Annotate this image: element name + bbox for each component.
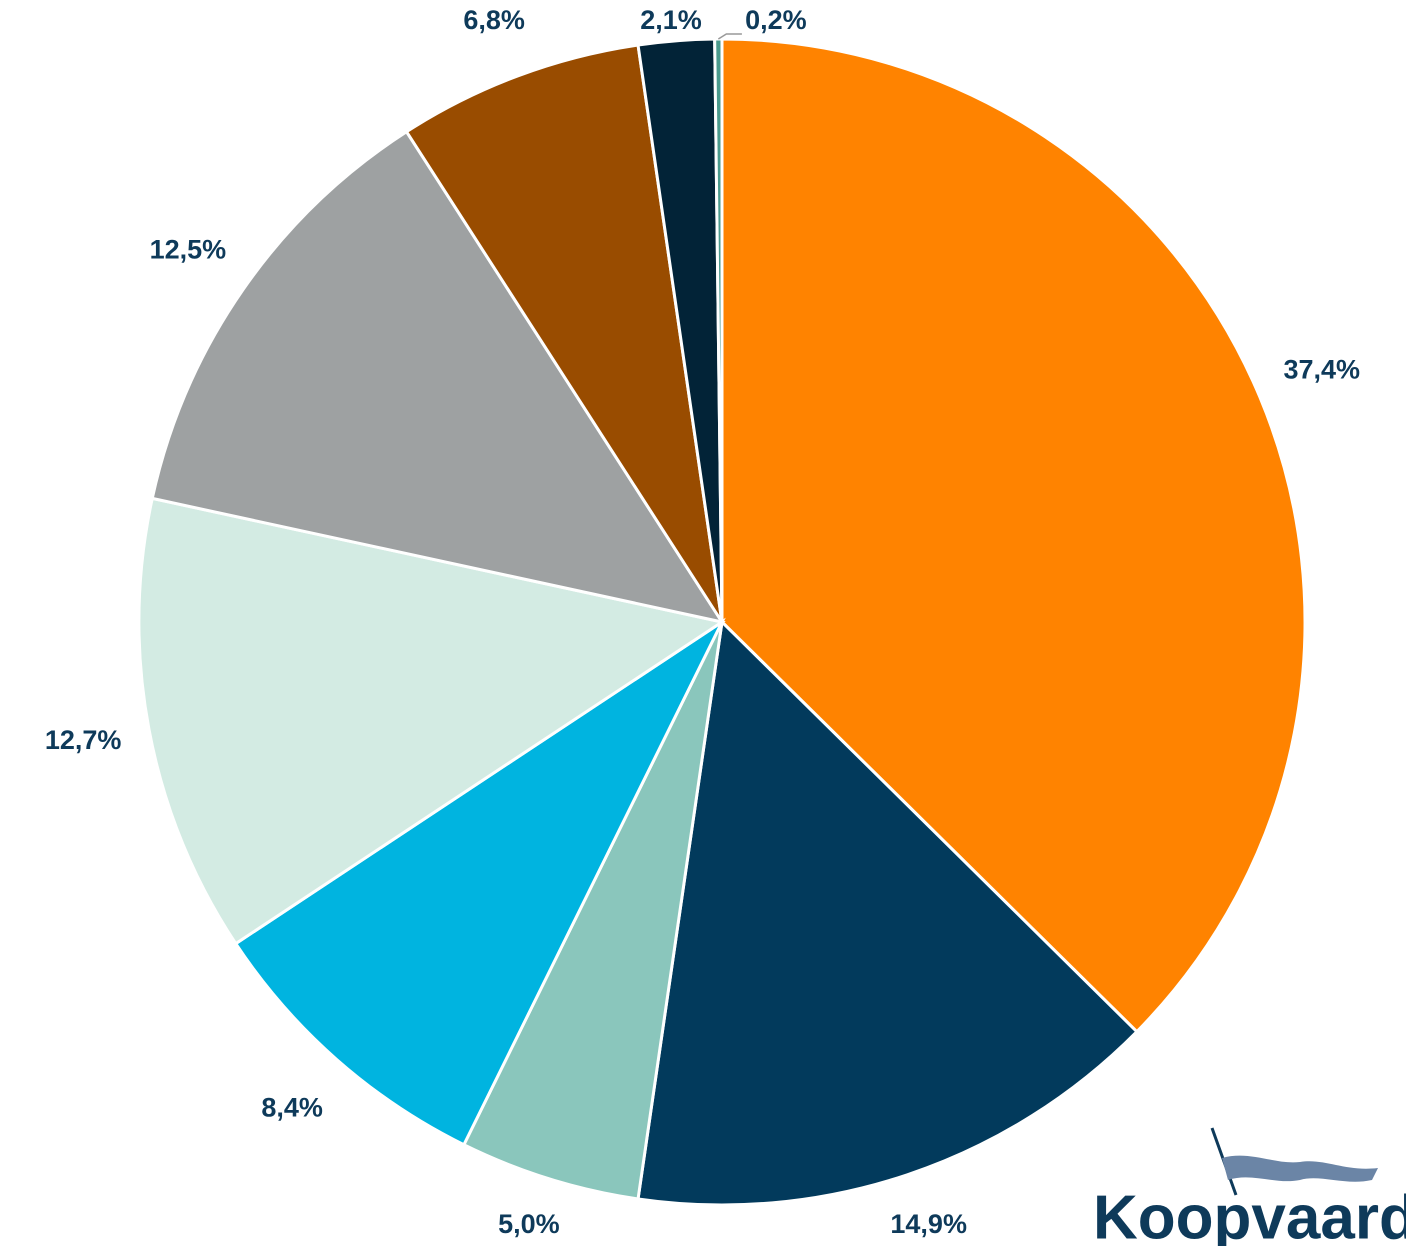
logo: Koopvaard (1093, 1127, 1406, 1246)
pie-slice (137, 496, 726, 946)
pie-slice (461, 621, 724, 1201)
data-label: 12,5% (150, 235, 227, 265)
pie-slice (404, 43, 724, 623)
pie-slice (636, 618, 1139, 1207)
data-label: 12,7% (45, 725, 122, 755)
data-label: 14,9% (890, 1209, 967, 1239)
logo-text: Koopvaard (1093, 1183, 1406, 1246)
data-label: 8,4% (261, 1093, 323, 1123)
data-label: 0,2% (745, 5, 807, 35)
pie-slice (150, 129, 726, 625)
pie: 37,4% 14,9% 5,0% 8,4% 12,7% 12,5% 6,8% 2,1% 0,2% (45, 5, 1360, 1239)
pie-slice (720, 37, 1307, 1034)
logo-flag (1222, 1155, 1378, 1182)
leader-line (717, 33, 742, 40)
data-label: 37,4% (1283, 354, 1360, 384)
data-label: 2,1% (640, 5, 702, 35)
pie-slice (233, 617, 726, 1147)
data-label: 5,0% (498, 1209, 560, 1239)
data-label: 6,8% (463, 5, 525, 35)
